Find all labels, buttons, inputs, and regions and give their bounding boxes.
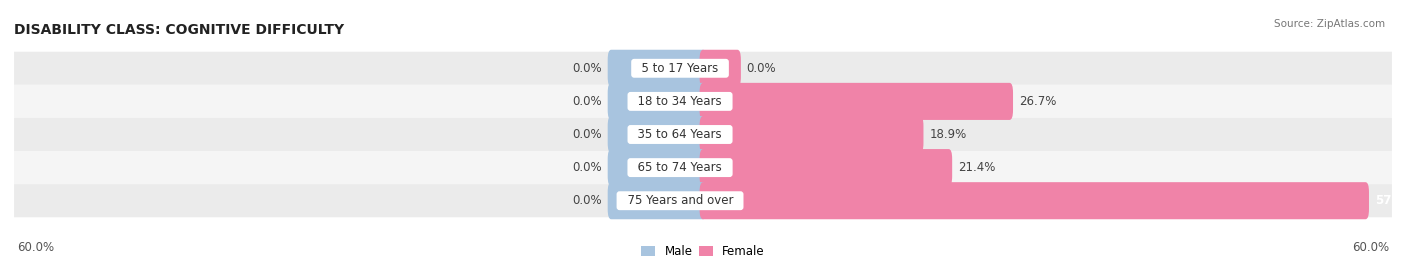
Text: 0.0%: 0.0% xyxy=(572,128,602,141)
Text: 26.7%: 26.7% xyxy=(1019,95,1056,108)
Text: 0.0%: 0.0% xyxy=(572,62,602,75)
Text: 60.0%: 60.0% xyxy=(1353,241,1389,254)
Text: 21.4%: 21.4% xyxy=(957,161,995,174)
Text: 75 Years and over: 75 Years and over xyxy=(620,194,741,207)
FancyBboxPatch shape xyxy=(607,149,706,186)
Text: 65 to 74 Years: 65 to 74 Years xyxy=(630,161,730,174)
FancyBboxPatch shape xyxy=(14,151,1392,184)
FancyBboxPatch shape xyxy=(607,116,706,153)
Text: 18 to 34 Years: 18 to 34 Years xyxy=(630,95,730,108)
FancyBboxPatch shape xyxy=(700,50,741,87)
Text: 0.0%: 0.0% xyxy=(572,194,602,207)
Text: DISABILITY CLASS: COGNITIVE DIFFICULTY: DISABILITY CLASS: COGNITIVE DIFFICULTY xyxy=(14,23,344,37)
Text: 57.7%: 57.7% xyxy=(1375,194,1406,207)
Text: 0.0%: 0.0% xyxy=(572,95,602,108)
Legend: Male, Female: Male, Female xyxy=(637,240,769,263)
FancyBboxPatch shape xyxy=(700,83,1012,120)
Text: Source: ZipAtlas.com: Source: ZipAtlas.com xyxy=(1274,19,1385,29)
FancyBboxPatch shape xyxy=(14,52,1392,85)
FancyBboxPatch shape xyxy=(607,83,706,120)
FancyBboxPatch shape xyxy=(700,182,1369,219)
Text: 18.9%: 18.9% xyxy=(929,128,966,141)
FancyBboxPatch shape xyxy=(14,118,1392,151)
FancyBboxPatch shape xyxy=(607,182,706,219)
FancyBboxPatch shape xyxy=(14,184,1392,217)
FancyBboxPatch shape xyxy=(14,85,1392,118)
FancyBboxPatch shape xyxy=(607,50,706,87)
Text: 0.0%: 0.0% xyxy=(572,161,602,174)
Text: 0.0%: 0.0% xyxy=(747,62,776,75)
FancyBboxPatch shape xyxy=(700,149,952,186)
FancyBboxPatch shape xyxy=(700,116,924,153)
Text: 60.0%: 60.0% xyxy=(17,241,53,254)
Text: 5 to 17 Years: 5 to 17 Years xyxy=(634,62,725,75)
Text: 35 to 64 Years: 35 to 64 Years xyxy=(630,128,730,141)
